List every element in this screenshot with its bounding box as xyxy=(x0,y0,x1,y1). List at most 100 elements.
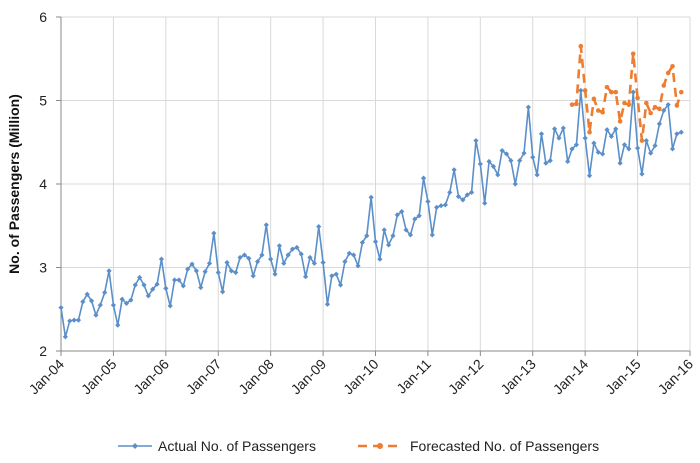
actual-point xyxy=(565,158,571,165)
actual-point xyxy=(517,158,523,164)
actual-point xyxy=(381,227,387,233)
forecast-point xyxy=(648,110,653,116)
actual-point xyxy=(626,146,632,152)
actual-point xyxy=(547,158,553,164)
actual-point xyxy=(600,151,606,157)
x-tick-label: Jan-04 xyxy=(26,356,68,398)
actual-point xyxy=(468,189,475,195)
actual-point xyxy=(364,233,370,239)
actual-point xyxy=(150,286,156,292)
forecast-point xyxy=(674,103,680,108)
x-tick-label: Jan-11 xyxy=(393,356,434,397)
x-tick-label: Jan-12 xyxy=(445,356,487,398)
actual-point xyxy=(665,102,671,108)
grid xyxy=(61,16,691,351)
actual-point xyxy=(241,252,248,258)
actual-point xyxy=(158,256,165,262)
actual-point xyxy=(67,318,73,324)
actual-point xyxy=(119,296,125,302)
actual-point xyxy=(447,189,453,195)
actual-point xyxy=(530,154,536,160)
actual-point xyxy=(608,133,614,140)
actual-point xyxy=(294,244,300,251)
actual-point xyxy=(276,243,283,249)
actual-point xyxy=(263,222,269,228)
actual-point xyxy=(246,255,252,261)
actual-point xyxy=(416,213,422,219)
forecast-point xyxy=(665,70,671,76)
actual-point xyxy=(80,299,86,305)
actual-point xyxy=(84,291,90,297)
actual-point xyxy=(586,173,593,179)
x-tick-label: Jan-10 xyxy=(340,356,382,398)
x-tick-label: Jan-13 xyxy=(497,356,539,398)
forecast-point xyxy=(652,104,658,110)
actual-point xyxy=(355,263,361,269)
actual-point xyxy=(75,317,82,323)
actual-point xyxy=(106,268,112,274)
actual-point xyxy=(154,281,160,287)
actual-point xyxy=(508,158,514,164)
actual-point xyxy=(206,260,213,266)
actual-point xyxy=(521,150,527,156)
actual-point xyxy=(123,300,130,307)
actual-point xyxy=(324,301,331,307)
actual-point xyxy=(333,271,339,277)
actual-point xyxy=(420,175,427,181)
actual-point xyxy=(281,260,287,266)
x-tick-label: Jan-05 xyxy=(78,356,120,398)
actual-point xyxy=(591,140,597,146)
forecast-point xyxy=(635,95,640,101)
actual-point xyxy=(674,131,680,137)
actual-point xyxy=(499,148,505,154)
actual-point xyxy=(141,282,147,288)
actual-point xyxy=(560,125,566,131)
actual-point xyxy=(220,289,226,295)
actual-point xyxy=(394,212,400,218)
forecast-point xyxy=(617,119,623,124)
forecast-point xyxy=(626,102,632,107)
actual-point xyxy=(351,252,357,258)
y-tick-label: 3 xyxy=(39,260,47,276)
x-tick-label: Jan-06 xyxy=(130,356,172,398)
x-tick-label: Jan-07 xyxy=(183,356,225,398)
actual-point xyxy=(503,151,510,157)
actual-point xyxy=(224,259,230,266)
actual-point xyxy=(377,256,383,262)
actual-point xyxy=(102,289,108,296)
forecast-point xyxy=(661,83,667,88)
actual-point xyxy=(613,126,619,132)
actual-point xyxy=(145,293,151,299)
actual-point xyxy=(639,171,645,177)
actual-point xyxy=(512,181,518,187)
actual-point xyxy=(455,193,462,200)
actual-point xyxy=(137,274,143,281)
y-tick-label: 5 xyxy=(39,93,47,109)
actual-point xyxy=(525,104,531,110)
actual-point xyxy=(97,302,103,308)
actual-point xyxy=(311,260,317,266)
actual-point xyxy=(573,142,580,148)
axes: 2 3 4 5 6 Jan-04 Jan-05 Jan-06 Jan-07 Jan-08 Jan-0… xyxy=(26,9,697,397)
actual-point xyxy=(307,254,313,261)
actual-point xyxy=(298,251,304,257)
actual-point xyxy=(648,150,654,156)
actual-point xyxy=(237,254,243,261)
forecast-point xyxy=(600,109,605,115)
actual-point xyxy=(93,312,99,318)
legend-forecast-label: Forecasted No. of Passengers xyxy=(410,438,599,454)
actual-point xyxy=(630,89,636,95)
legend: Actual No. of Passengers Forecasted No. … xyxy=(118,438,599,454)
actual-point xyxy=(486,158,492,165)
actual-point xyxy=(652,142,658,149)
forecast-point xyxy=(639,138,645,143)
actual-point xyxy=(442,202,448,208)
actual-point xyxy=(551,126,558,132)
legend-item-actual: Actual No. of Passengers xyxy=(118,438,316,454)
actual-point xyxy=(617,160,623,166)
actual-point xyxy=(88,298,95,304)
actual-point xyxy=(185,266,191,272)
actual-point xyxy=(167,303,173,309)
actual-point xyxy=(460,197,466,203)
actual-point xyxy=(477,161,483,167)
